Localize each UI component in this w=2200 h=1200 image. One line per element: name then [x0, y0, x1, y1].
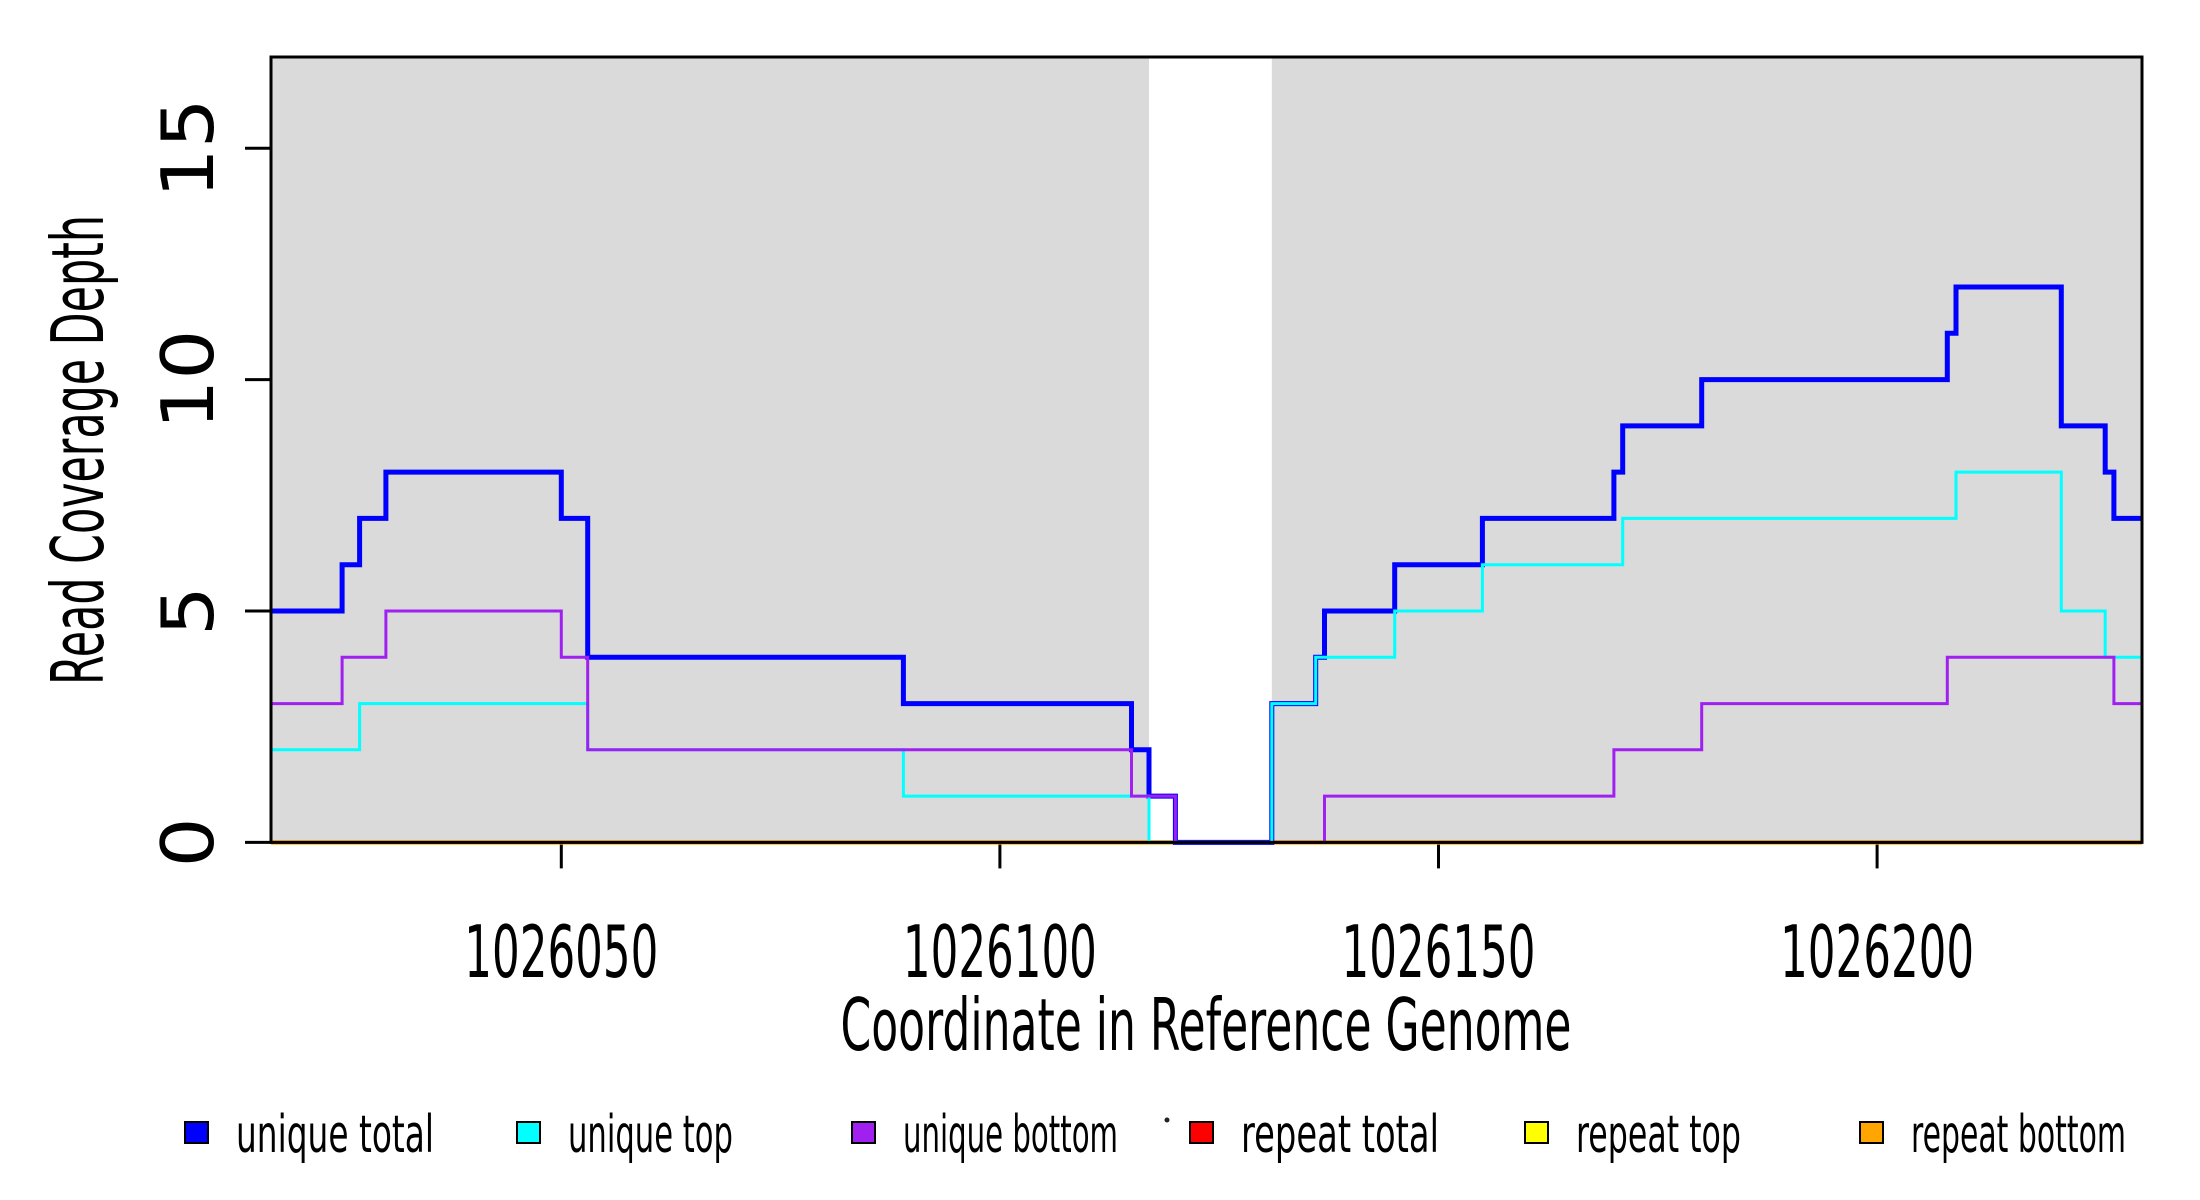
shaded-regions: [271, 57, 2142, 843]
plot-border: [269, 55, 2144, 844]
legend-swatch: [851, 1121, 876, 1144]
y-axis-tick-label: 15: [146, 98, 230, 198]
x-axis-title: Coordinate in Reference Genome: [841, 983, 1572, 1067]
x-axis-tick-label: 1026050: [464, 910, 658, 994]
plot-box: [269, 55, 2144, 844]
legend-swatch: [184, 1121, 209, 1144]
legend: unique total unique top unique bottom repea…: [184, 1105, 2126, 1165]
legend-label: repeat top: [1576, 1105, 1741, 1165]
y-axis-tick-label: 10: [146, 330, 230, 430]
y-axis-tick-label: 0: [146, 817, 230, 867]
legend-label: unique bottom: [903, 1105, 1118, 1165]
legend-label: repeat total: [1241, 1105, 1439, 1165]
x-axis-tick-label: 1026150: [1342, 910, 1536, 994]
x-axis-tick-label: 1026100: [903, 910, 1097, 994]
legend-item: repeat bottom: [1859, 1105, 2126, 1165]
x-axis-tick-label: 1026200: [1780, 910, 1974, 994]
legend-label: repeat bottom: [1911, 1105, 2126, 1165]
legend-item: repeat top: [1524, 1105, 1741, 1165]
legend-item: repeat total: [1189, 1105, 1439, 1165]
legend-label: unique top: [568, 1105, 733, 1165]
legend-swatch: [1524, 1121, 1549, 1144]
legend-label: unique total: [236, 1105, 434, 1165]
shaded-region: [1271, 57, 2142, 843]
legend-item: unique top: [516, 1105, 733, 1165]
axes: 1026050 1026100 1026150 1026200 0 5 10 15: [146, 98, 1974, 994]
y-axis-title: Read Coverage Depth: [36, 215, 120, 685]
legend-swatch: [1859, 1121, 1884, 1144]
shaded-region: [271, 57, 1149, 843]
stray-dot: [1164, 1117, 1170, 1123]
legend-item: unique bottom: [851, 1105, 1118, 1165]
legend-swatch: [1189, 1121, 1214, 1144]
legend-item: unique total: [184, 1105, 434, 1165]
legend-swatch: [516, 1121, 541, 1144]
y-axis-tick-label: 5: [146, 586, 230, 636]
